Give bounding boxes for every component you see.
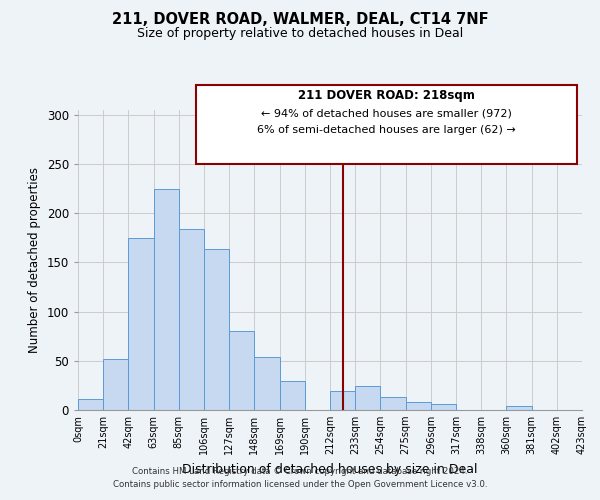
Y-axis label: Number of detached properties: Number of detached properties xyxy=(28,167,41,353)
Text: Contains HM Land Registry data © Crown copyright and database right 2024.: Contains HM Land Registry data © Crown c… xyxy=(132,467,468,476)
Text: 6% of semi-detached houses are larger (62) →: 6% of semi-detached houses are larger (6… xyxy=(257,125,516,135)
Bar xyxy=(128,238,154,410)
Bar xyxy=(78,399,103,410)
X-axis label: Distribution of detached houses by size in Deal: Distribution of detached houses by size … xyxy=(182,462,478,475)
Text: 211 DOVER ROAD: 218sqm: 211 DOVER ROAD: 218sqm xyxy=(298,89,475,102)
Bar xyxy=(506,406,532,410)
Text: 211, DOVER ROAD, WALMER, DEAL, CT14 7NF: 211, DOVER ROAD, WALMER, DEAL, CT14 7NF xyxy=(112,12,488,28)
Bar xyxy=(103,359,128,410)
Bar xyxy=(431,404,456,410)
Bar xyxy=(179,229,204,410)
Bar xyxy=(355,386,380,410)
Bar xyxy=(204,248,229,410)
Text: Size of property relative to detached houses in Deal: Size of property relative to detached ho… xyxy=(137,28,463,40)
Bar xyxy=(229,332,254,410)
Bar xyxy=(154,188,179,410)
Bar xyxy=(380,397,406,410)
Bar xyxy=(254,357,280,410)
Bar xyxy=(330,392,355,410)
Bar xyxy=(406,402,431,410)
Text: Contains public sector information licensed under the Open Government Licence v3: Contains public sector information licen… xyxy=(113,480,487,489)
Bar xyxy=(280,382,305,410)
Text: ← 94% of detached houses are smaller (972): ← 94% of detached houses are smaller (97… xyxy=(261,108,512,118)
